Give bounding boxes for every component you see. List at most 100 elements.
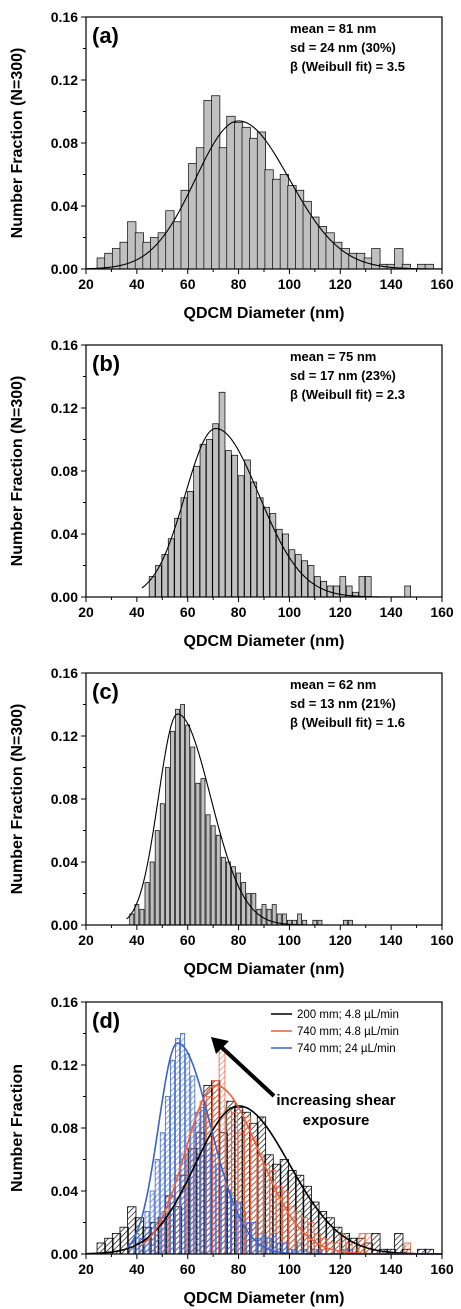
bar bbox=[333, 1242, 340, 1255]
bar bbox=[185, 724, 191, 926]
bar bbox=[249, 137, 259, 270]
bar bbox=[215, 1163, 221, 1255]
bar bbox=[266, 908, 272, 926]
bar bbox=[241, 126, 251, 270]
bar bbox=[312, 919, 318, 926]
x-tick-label: 160 bbox=[430, 276, 454, 292]
stats-annotation: sd = 13 nm (21%) bbox=[290, 696, 396, 711]
y-axis-label: Number Fraction (N=300) bbox=[9, 48, 26, 239]
bar bbox=[404, 1242, 411, 1255]
bar bbox=[256, 908, 262, 926]
bar bbox=[236, 872, 241, 926]
bar bbox=[205, 1143, 211, 1255]
fit-curve bbox=[85, 1105, 443, 1255]
bar bbox=[340, 248, 350, 270]
bar bbox=[225, 450, 232, 598]
y-tick-label: 0.12 bbox=[51, 400, 78, 416]
panel-label: (a) bbox=[92, 23, 119, 48]
y-tick-label: 0.16 bbox=[51, 665, 78, 681]
bar bbox=[173, 221, 183, 270]
panel-b: 20 40 60 80 100 120 140 160 0.00 0.04 0.08 0.12 0.16… bbox=[9, 337, 454, 650]
bar bbox=[180, 704, 186, 926]
x-tick-label: 140 bbox=[379, 604, 403, 620]
bar bbox=[272, 178, 282, 270]
y-tick-label: 0.00 bbox=[51, 1246, 78, 1262]
y-tick-label: 0.00 bbox=[51, 917, 78, 933]
bar bbox=[342, 919, 348, 926]
y-tick-label: 0.16 bbox=[51, 337, 78, 353]
x-tick-label: 20 bbox=[78, 932, 94, 948]
bar bbox=[206, 439, 213, 598]
bar bbox=[174, 517, 181, 598]
bar bbox=[149, 861, 155, 926]
bar bbox=[159, 1132, 165, 1255]
bar bbox=[185, 1053, 191, 1255]
panel-d: 20 40 60 80 100 120 140 160 0.00 0.04 0.08 0.12 0.16… bbox=[9, 994, 454, 1307]
stats-annotation: mean = 62 nm bbox=[290, 677, 376, 692]
x-tick-label: 80 bbox=[231, 276, 247, 292]
bar bbox=[170, 730, 175, 926]
x-tick-label: 60 bbox=[180, 276, 196, 292]
panel-label: (c) bbox=[92, 679, 119, 704]
y-axis-label: Number Fraction (N=300) bbox=[9, 376, 26, 567]
x-tick-label: 60 bbox=[180, 932, 196, 948]
bar bbox=[302, 200, 312, 270]
bar bbox=[241, 882, 247, 926]
bar bbox=[256, 1237, 262, 1255]
y-axis-label: Number Fraction bbox=[9, 1064, 26, 1192]
x-tick-label: 120 bbox=[329, 932, 353, 948]
bar bbox=[170, 1059, 175, 1255]
bar bbox=[266, 1237, 272, 1255]
bar bbox=[279, 174, 289, 270]
bar bbox=[288, 549, 296, 598]
y-tick-label: 0.12 bbox=[51, 1057, 78, 1073]
bar bbox=[256, 131, 267, 270]
x-tick-label: 100 bbox=[278, 932, 302, 948]
x-tick-label: 100 bbox=[278, 1261, 302, 1277]
bar bbox=[317, 226, 328, 270]
shear-arrow bbox=[215, 1041, 276, 1098]
x-tick-label: 80 bbox=[231, 932, 247, 948]
bar bbox=[261, 904, 267, 926]
y-tick-label: 0.12 bbox=[51, 728, 78, 744]
x-tick-label: 160 bbox=[430, 1261, 454, 1277]
legend-label: 740 mm; 4.8 µL/min bbox=[297, 1026, 399, 1038]
bar bbox=[180, 497, 188, 598]
bar bbox=[218, 391, 226, 598]
bar bbox=[190, 746, 196, 926]
bar bbox=[149, 1190, 155, 1255]
bar bbox=[358, 1233, 366, 1255]
bar bbox=[199, 443, 207, 598]
panel-a: 20 40 60 80 100 120 140 160 0.00 0.04 0.08 0.12 0.16… bbox=[9, 9, 454, 322]
shear-annotation: exposure bbox=[303, 1112, 370, 1129]
bar bbox=[261, 1233, 267, 1255]
bar bbox=[154, 1159, 160, 1255]
bar bbox=[218, 147, 228, 270]
y-tick-label: 0.04 bbox=[51, 198, 78, 214]
stats-annotation: mean = 75 nm bbox=[290, 349, 376, 364]
bar bbox=[256, 497, 264, 598]
x-tick-label: 160 bbox=[430, 604, 454, 620]
bar bbox=[195, 1111, 201, 1255]
x-tick-label: 80 bbox=[231, 1261, 247, 1277]
x-tick-label: 40 bbox=[129, 932, 145, 948]
bar bbox=[236, 1201, 242, 1255]
bar bbox=[237, 475, 245, 598]
x-axis-label: QDCM Diameter (nm) bbox=[184, 1290, 345, 1307]
bar bbox=[220, 1185, 226, 1255]
x-tick-label: 100 bbox=[278, 276, 302, 292]
bar bbox=[180, 189, 190, 270]
legend-label: 200 mm; 4.8 µL/min bbox=[297, 1009, 399, 1021]
x-tick-label: 40 bbox=[129, 1261, 145, 1277]
bar bbox=[302, 919, 308, 926]
y-tick-label: 0.00 bbox=[51, 261, 78, 277]
x-tick-label: 140 bbox=[379, 1261, 403, 1277]
y-tick-label: 0.08 bbox=[51, 791, 78, 807]
bar bbox=[144, 882, 150, 926]
bar bbox=[144, 1211, 150, 1255]
bar bbox=[193, 465, 200, 598]
stats-annotation: β (Weibull fit) = 3.5 bbox=[290, 59, 405, 74]
x-tick-label: 80 bbox=[231, 604, 247, 620]
bar bbox=[175, 708, 180, 926]
